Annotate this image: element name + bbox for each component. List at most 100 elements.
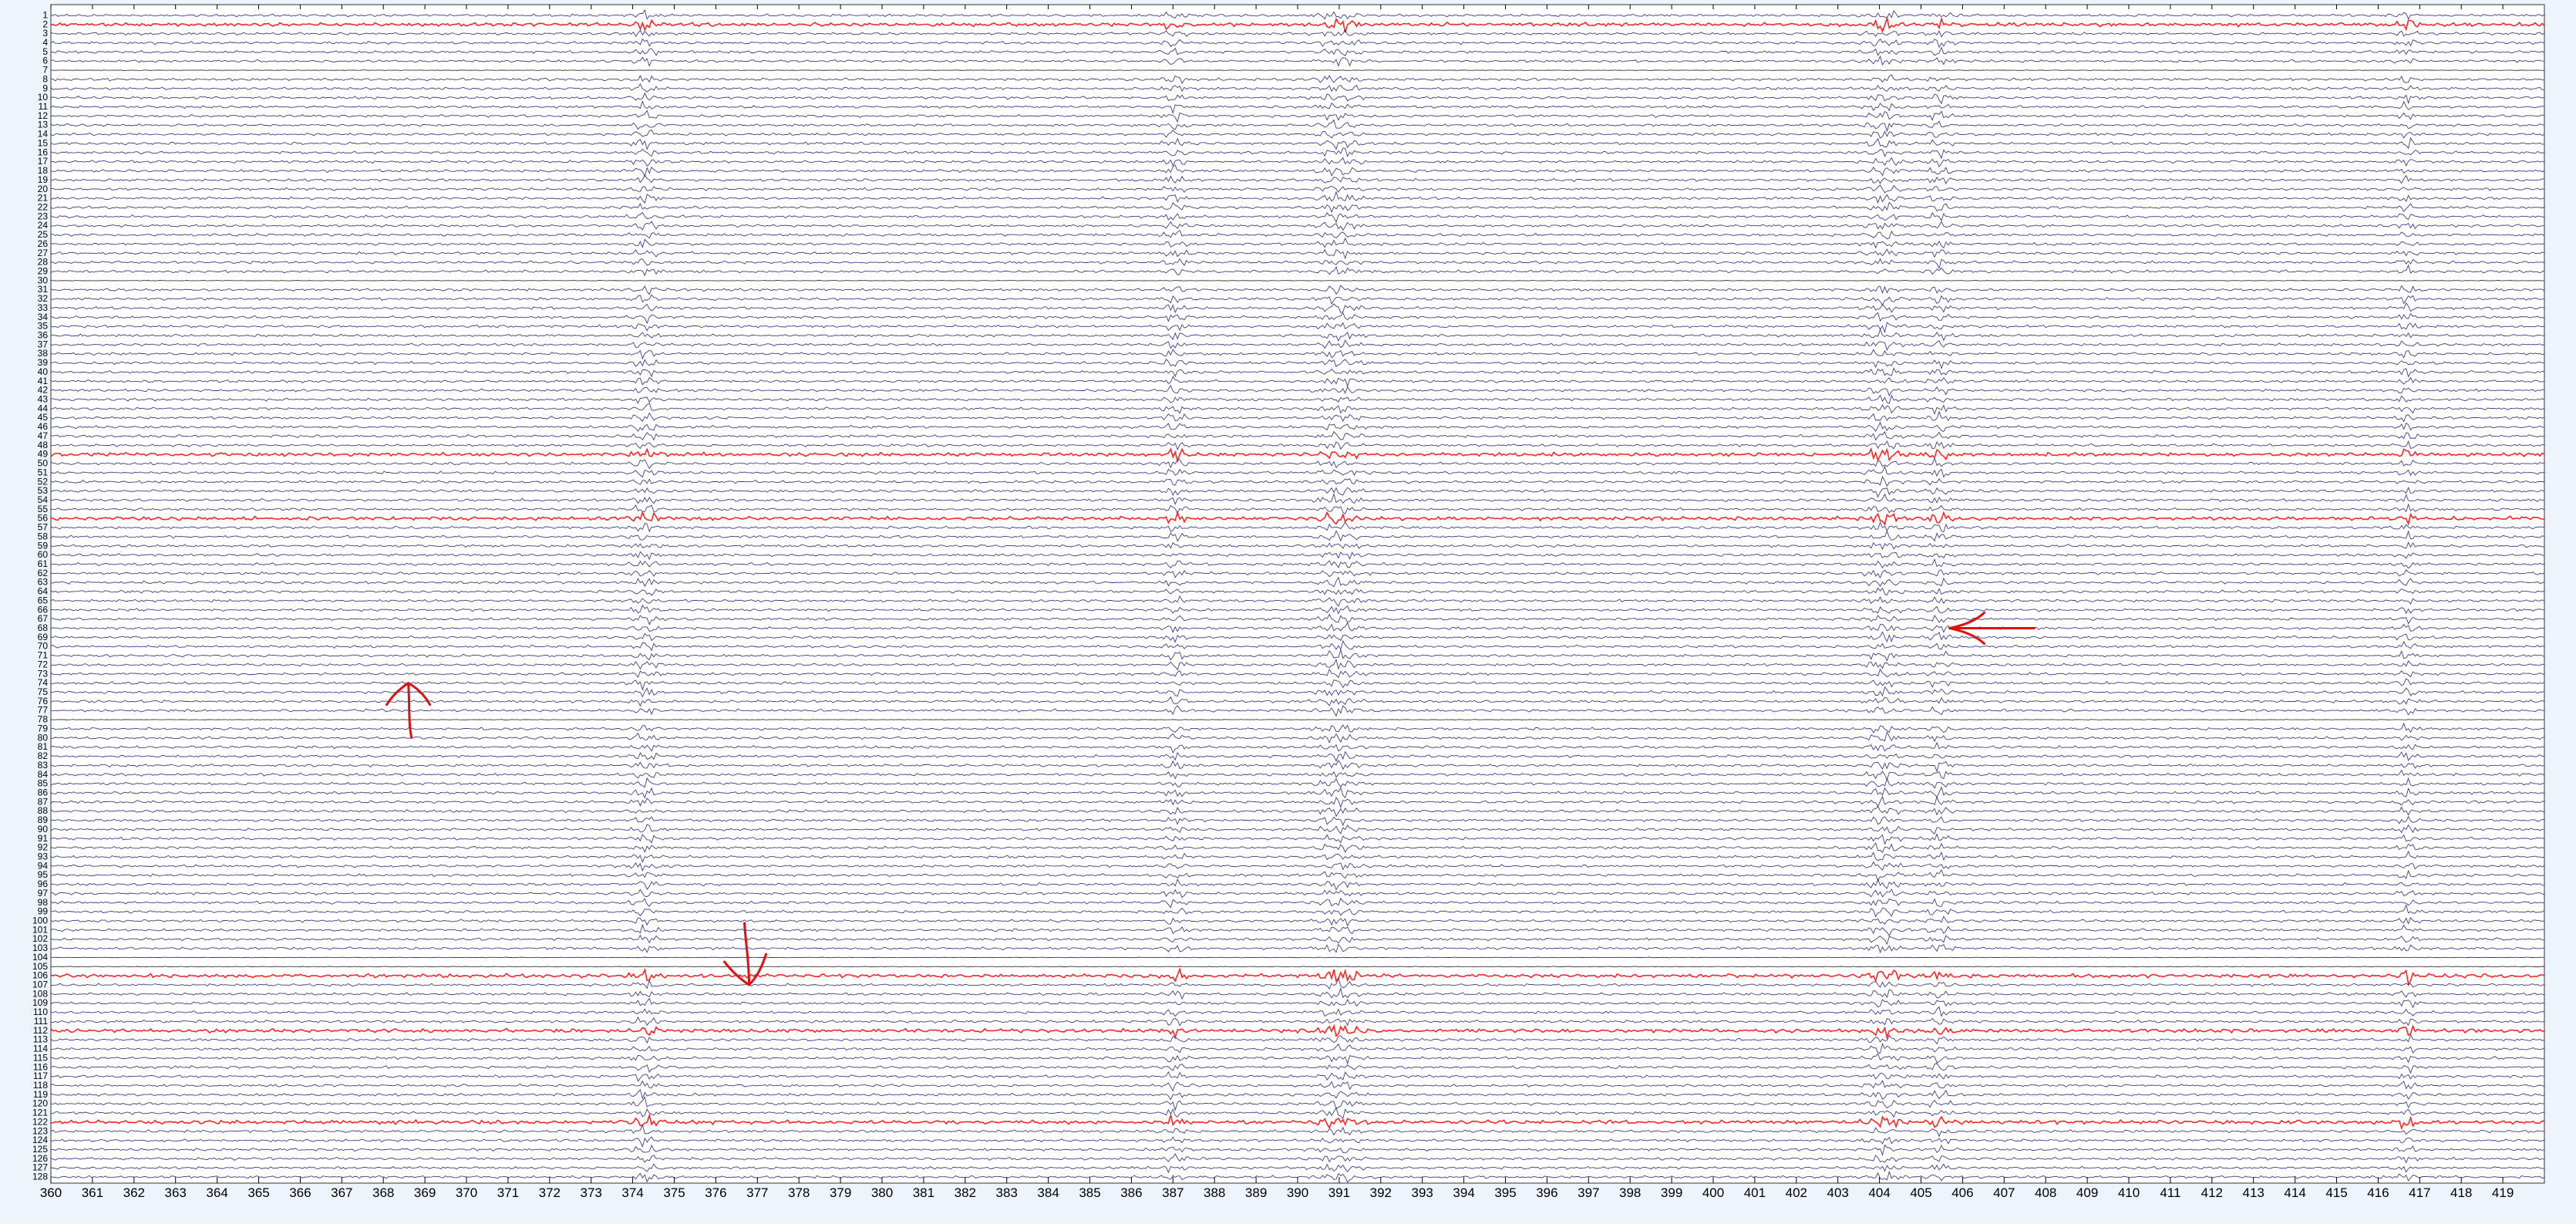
x-tick-label: 391 <box>1328 1185 1350 1200</box>
channel-label: 105 <box>32 961 48 972</box>
x-tick-label: 364 <box>206 1185 227 1200</box>
channel-label: 88 <box>38 805 49 816</box>
channel-label: 34 <box>38 312 49 322</box>
channel-trace-39 <box>50 359 2545 369</box>
channel-trace-125 <box>50 1144 2545 1157</box>
channel-trace-59 <box>50 541 2545 551</box>
channel-trace-90 <box>50 824 2545 835</box>
x-tick-label: 411 <box>2160 1185 2180 1200</box>
channel-trace-20 <box>50 184 2545 194</box>
x-tick-label: 400 <box>1702 1185 1724 1200</box>
x-tick-label: 419 <box>2492 1185 2514 1200</box>
x-tick-label: 389 <box>1245 1185 1267 1200</box>
channel-label: 30 <box>38 275 49 285</box>
channel-label: 7 <box>42 65 48 76</box>
channel-trace-43 <box>50 394 2545 404</box>
channel-trace-77 <box>50 705 2545 717</box>
x-tick-label: 398 <box>1619 1185 1641 1200</box>
channel-label: 102 <box>32 933 48 944</box>
channel-label: 49 <box>38 449 49 460</box>
x-axis: 360 361 362 363 364 365 366 367 368 369 370 371 372 3… <box>40 5 2514 1200</box>
channel-label: 60 <box>38 549 49 560</box>
channel-trace-100 <box>50 915 2545 927</box>
x-tick-label: 377 <box>746 1185 768 1200</box>
channel-label: 79 <box>38 723 49 734</box>
channel-label: 101 <box>32 924 48 935</box>
channel-trace-62 <box>50 569 2545 579</box>
channel-label: 9 <box>42 83 48 93</box>
channel-trace-114 <box>50 1042 2545 1054</box>
channel-trace-58 <box>50 530 2545 542</box>
x-tick-label: 393 <box>1412 1185 1433 1200</box>
channel-label: 14 <box>38 129 49 140</box>
channel-label: 73 <box>38 668 49 679</box>
channel-label: 111 <box>34 1016 49 1027</box>
channel-trace-117 <box>50 1071 2545 1082</box>
arrow-annotation-down <box>723 922 768 986</box>
channel-trace-71 <box>50 648 2545 662</box>
channel-trace-32 <box>50 294 2545 306</box>
channel-label: 118 <box>33 1080 48 1091</box>
channel-label: 64 <box>38 586 49 597</box>
channel-trace-98 <box>50 897 2545 909</box>
channel-trace-113 <box>50 1033 2545 1045</box>
channel-label: 100 <box>32 915 48 926</box>
channel-label: 18 <box>38 165 49 176</box>
channel-trace-119 <box>50 1088 2545 1101</box>
x-tick-label: 394 <box>1453 1185 1474 1200</box>
channel-label: 45 <box>38 412 49 423</box>
channel-trace-12 <box>50 110 2545 123</box>
channel-trace-75 <box>50 686 2545 698</box>
channel-trace-66 <box>50 604 2545 615</box>
x-tick-label: 416 <box>2367 1185 2389 1200</box>
channel-label: 42 <box>38 385 49 396</box>
x-tick-label: 367 <box>331 1185 352 1200</box>
channel-label: 46 <box>38 421 49 432</box>
channel-label: 90 <box>38 824 49 835</box>
channel-trace-121 <box>50 1107 2545 1120</box>
channel-trace-5 <box>50 46 2545 56</box>
channel-trace-11 <box>50 99 2545 115</box>
channel-label: 29 <box>38 266 49 277</box>
channel-label: 26 <box>38 238 49 249</box>
channel-trace-67 <box>50 613 2545 625</box>
channel-trace-14 <box>50 129 2545 139</box>
channel-label: 121 <box>32 1108 48 1118</box>
channel-trace-104 <box>50 956 2545 959</box>
channel-label: 84 <box>38 769 49 780</box>
channel-trace-116 <box>50 1062 2544 1074</box>
channel-label: 21 <box>38 193 49 204</box>
channel-label: 72 <box>38 659 49 669</box>
channel-label: 54 <box>38 494 49 505</box>
x-tick-label: 413 <box>2243 1185 2265 1200</box>
channel-trace-102 <box>50 934 2545 946</box>
x-tick-label: 418 <box>2450 1185 2472 1200</box>
x-tick-label: 363 <box>165 1185 187 1200</box>
channel-label: 78 <box>38 714 49 725</box>
x-tick-label: 361 <box>82 1185 103 1200</box>
channel-label: 61 <box>38 558 49 569</box>
channel-trace-122 <box>50 1113 2545 1131</box>
channel-label: 127 <box>32 1162 48 1173</box>
channel-label: 62 <box>38 568 49 578</box>
channel-label: 55 <box>38 504 49 514</box>
channel-label: 11 <box>39 101 49 112</box>
channel-trace-68 <box>50 622 2545 633</box>
channel-trace-16 <box>50 147 2545 160</box>
channel-label: 38 <box>38 348 49 359</box>
x-tick-label: 369 <box>414 1185 436 1200</box>
channel-trace-76 <box>50 696 2545 707</box>
channel-trace-33 <box>50 302 2545 314</box>
channel-trace-118 <box>50 1080 2545 1092</box>
channel-label: 37 <box>38 339 49 349</box>
channel-trace-63 <box>50 576 2545 588</box>
channel-label: 8 <box>42 73 48 84</box>
channel-label: 52 <box>38 476 49 487</box>
x-tick-label: 376 <box>705 1185 726 1200</box>
channel-label: 47 <box>38 430 49 441</box>
channel-trace-111 <box>50 1016 2545 1027</box>
channel-trace-23 <box>50 211 2545 224</box>
channel-label: 67 <box>38 613 49 624</box>
channel-trace-38 <box>50 349 2545 360</box>
channel-trace-99 <box>50 904 2545 918</box>
